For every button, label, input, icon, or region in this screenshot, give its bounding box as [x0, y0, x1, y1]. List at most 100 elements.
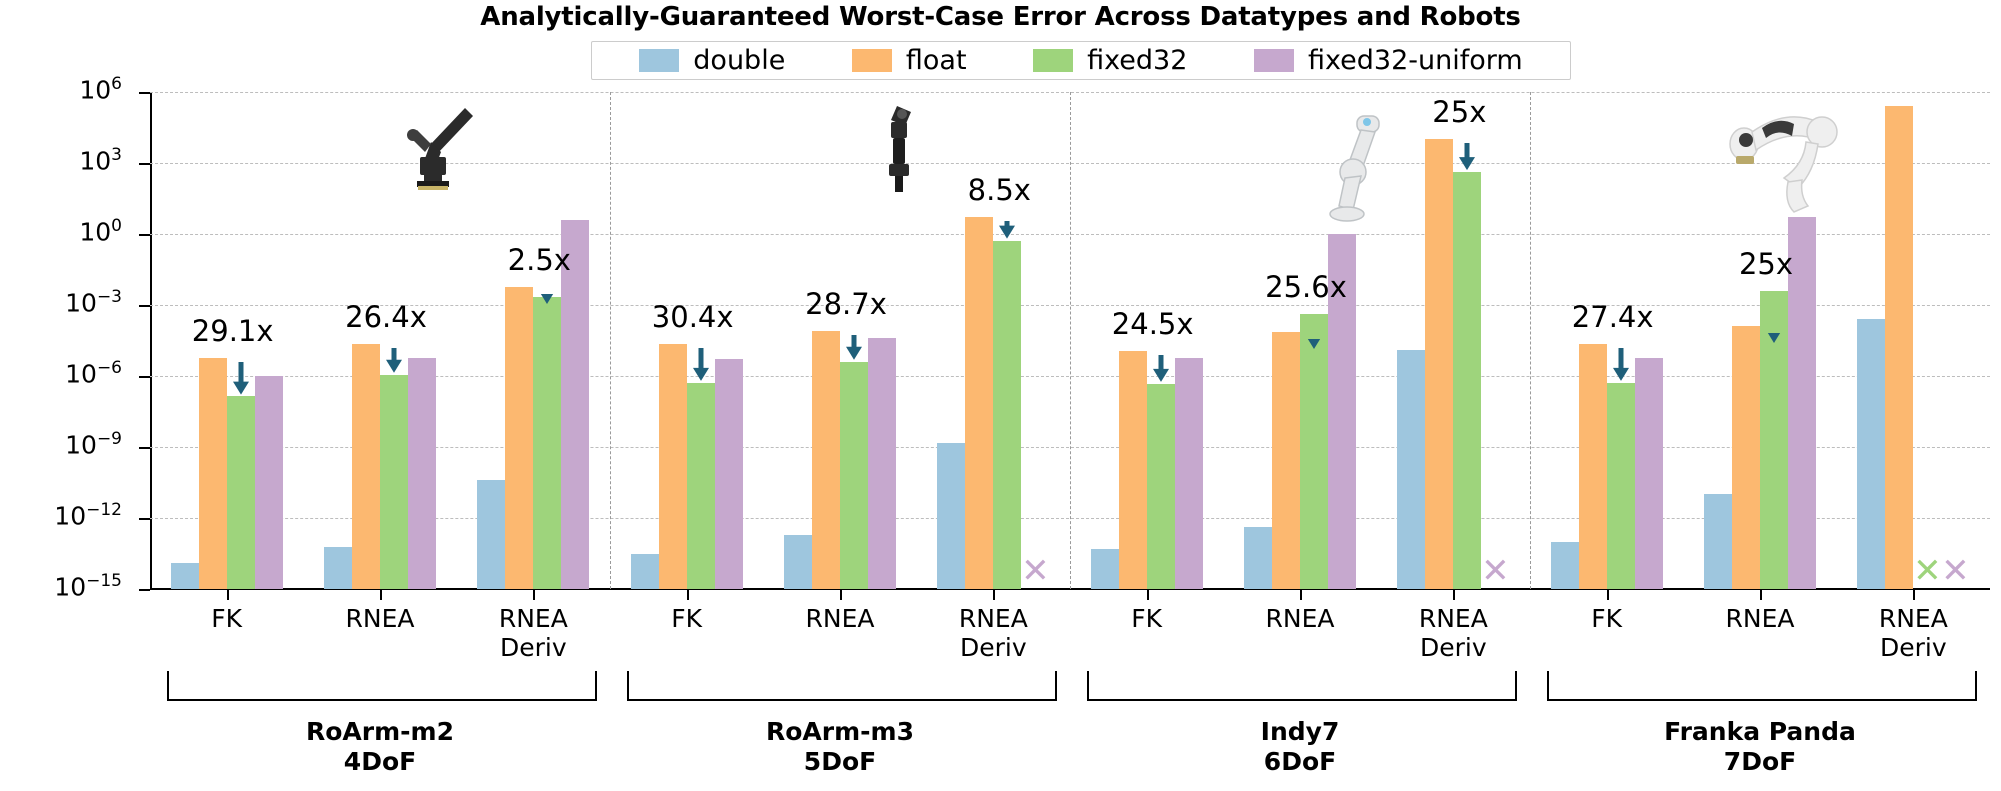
bar-fixed32-uniform — [1634, 357, 1663, 589]
legend-item-double[interactable]: double — [639, 45, 785, 76]
bar-double — [170, 563, 199, 589]
group-separator — [1530, 92, 1531, 589]
bar-float — [198, 357, 227, 589]
robot-group-label: Indy7 6DoF — [1260, 717, 1340, 776]
y-axis-tick — [139, 518, 150, 520]
bar-float — [1732, 325, 1760, 589]
legend-item-float[interactable]: float — [851, 45, 967, 76]
chart-title: Analytically-Guaranteed Worst-Case Error… — [480, 2, 1521, 32]
y-axis-tick-label: 106 — [79, 74, 122, 105]
legend-item-fixed32-uniform[interactable]: fixed32-uniform — [1253, 45, 1523, 76]
y-axis-tick — [139, 163, 150, 165]
bar-float — [658, 344, 687, 589]
bar-float — [1578, 344, 1607, 589]
bar-fixed32 — [226, 396, 255, 589]
y-axis-tick — [139, 234, 150, 236]
bar-fixed32 — [533, 296, 562, 589]
bar-fixed32-uniform — [714, 359, 743, 589]
x-axis-tick-label: RNEA — [1265, 604, 1335, 633]
y-axis-tick-label: 100 — [79, 216, 122, 247]
bar-fixed32 — [1300, 314, 1328, 589]
x-axis-tick — [533, 589, 536, 600]
group-bracket — [166, 671, 598, 701]
speedup-arrow-icon — [1454, 143, 1480, 176]
bar-float — [505, 286, 534, 589]
y-axis-tick — [139, 92, 150, 94]
x-axis-tick — [1300, 589, 1302, 600]
speedup-annotation: 2.5x — [507, 242, 571, 277]
plot-area: 106 103 100 10−3 10−6 10−9 10−12 10−15 29.1x FK 26… — [54, 76, 1990, 776]
y-axis-tick — [139, 376, 150, 378]
group-bracket — [1546, 671, 1978, 701]
y-axis-tick-label: 10−3 — [65, 287, 122, 318]
x-axis-tick-label: FK — [1591, 604, 1623, 633]
speedup-arrow-icon — [1761, 329, 1787, 349]
missing-data-x-icon: ✕ — [1481, 551, 1510, 591]
x-axis-tick-label: RNEA Deriv — [958, 604, 1028, 662]
roarm-m3-robot-image — [855, 102, 935, 206]
chart-legend: double float fixed32 fixed32-uniform — [591, 41, 1571, 80]
bar-float — [1272, 332, 1300, 589]
bar-fixed32-uniform — [561, 219, 590, 589]
speedup-arrow-icon — [1148, 355, 1174, 388]
y-axis-tick-label: 10−12 — [54, 500, 122, 531]
bar-double — [324, 546, 352, 589]
x-axis-tick-label: FK — [1131, 604, 1163, 633]
x-axis-tick-label: RNEA Deriv — [1878, 604, 1948, 662]
bar-fixed32-uniform — [868, 338, 896, 589]
legend-label-double: double — [693, 45, 786, 76]
bar-fixed32-uniform — [408, 357, 436, 589]
speedup-annotation: 28.7x — [805, 286, 887, 321]
speedup-annotation: 29.1x — [191, 313, 274, 348]
bar-fixed32-uniform — [1328, 234, 1356, 589]
bar-fixed32 — [993, 241, 1022, 589]
x-axis-tick — [1146, 589, 1149, 600]
robot-group-label: Franka Panda 7DoF — [1664, 717, 1856, 776]
speedup-arrow-icon — [1608, 348, 1634, 387]
x-axis-tick-label: FK — [671, 604, 703, 633]
bar-fixed32-uniform — [1788, 217, 1816, 589]
group-bracket — [626, 671, 1058, 701]
speedup-annotation: 27.4x — [1571, 300, 1654, 335]
legend-item-fixed32[interactable]: fixed32 — [1033, 45, 1187, 76]
x-axis-tick — [1606, 589, 1609, 600]
group-bracket — [1086, 671, 1518, 701]
missing-data-x-icon: ✕ — [1913, 551, 1942, 591]
x-axis-tick-label: RNEA Deriv — [1418, 604, 1488, 662]
y-axis-tick-label: 10−9 — [65, 429, 122, 460]
legend-swatch-fixed32-uniform — [1253, 49, 1294, 72]
legend-label-float: float — [905, 45, 967, 76]
speedup-arrow-icon — [1301, 336, 1327, 355]
x-axis-tick-label: RNEA — [805, 604, 875, 633]
bar-fixed32 — [1606, 383, 1635, 589]
roarm-m2-robot-image — [387, 102, 483, 198]
speedup-arrow-icon — [994, 221, 1020, 245]
y-axis-tick-label: 10−6 — [65, 358, 122, 389]
x-axis-tick — [993, 589, 996, 600]
bar-float — [1425, 139, 1454, 589]
x-axis-tick-label: RNEA — [345, 604, 415, 633]
bar-fixed32 — [840, 361, 868, 589]
x-axis-tick — [840, 589, 842, 600]
x-axis-tick-label: FK — [211, 604, 243, 633]
indy7-robot-image — [1295, 110, 1415, 234]
speedup-arrow-icon — [688, 348, 714, 387]
y-axis-tick — [139, 447, 150, 449]
x-axis-tick — [380, 589, 382, 600]
speedup-annotation: 25x — [1738, 246, 1794, 281]
bar-double — [1244, 527, 1272, 589]
bar-fixed32-uniform — [1174, 357, 1203, 589]
x-axis-tick — [1453, 589, 1456, 600]
x-axis-tick-label: RNEA Deriv — [498, 604, 568, 662]
legend-label-fixed32: fixed32 — [1087, 45, 1188, 76]
missing-data-x-icon: ✕ — [1021, 551, 1050, 591]
speedup-annotation: 30.4x — [651, 300, 734, 335]
y-axis-tick-label: 10−15 — [54, 571, 122, 602]
legend-swatch-double — [639, 49, 680, 72]
y-axis-tick — [139, 589, 150, 591]
missing-data-x-icon: ✕ — [1941, 551, 1970, 591]
speedup-arrow-icon — [841, 334, 867, 366]
bar-double — [1090, 548, 1119, 589]
bar-float — [1885, 106, 1914, 589]
